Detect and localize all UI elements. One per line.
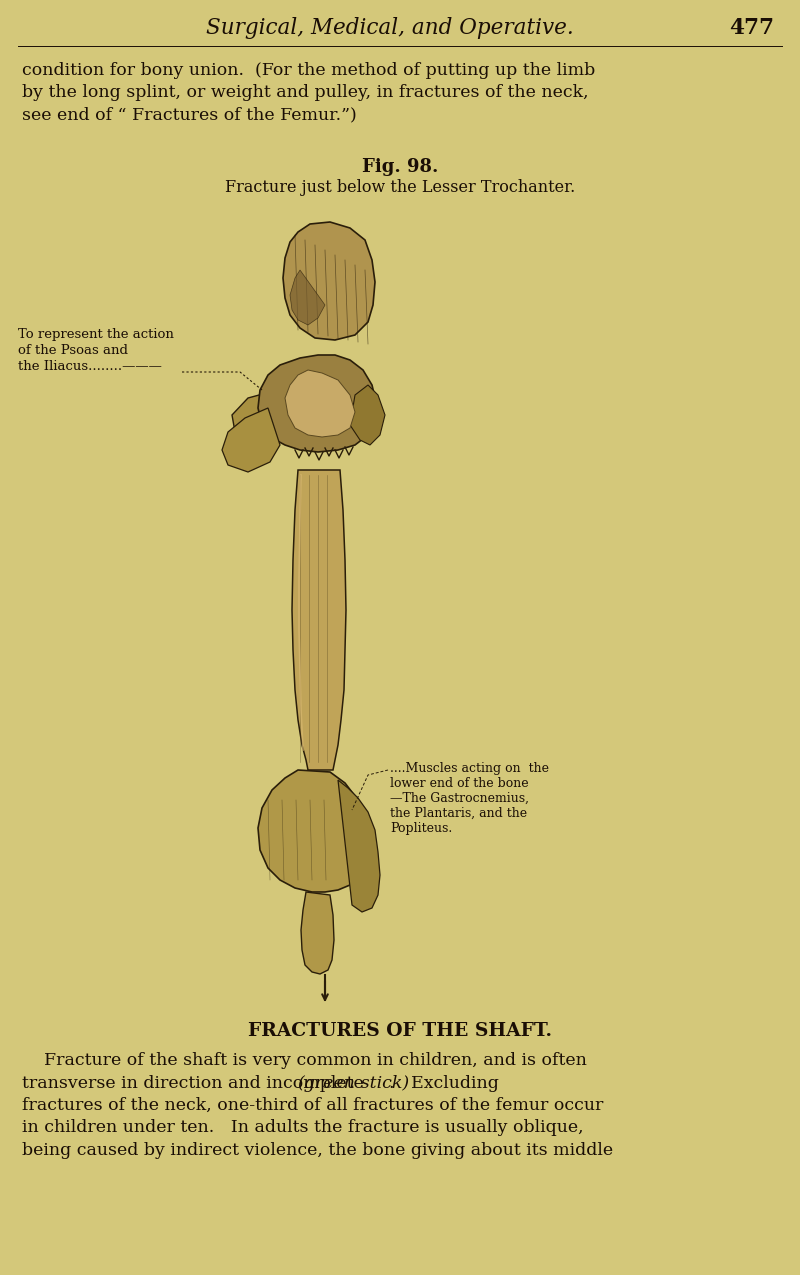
Text: Surgical, Medical, and Operative.: Surgical, Medical, and Operative. — [206, 17, 574, 40]
Polygon shape — [285, 370, 355, 437]
Polygon shape — [350, 385, 385, 445]
Text: the Iliacus........———: the Iliacus........——— — [18, 360, 162, 374]
Text: the Plantaris, and the: the Plantaris, and the — [390, 807, 527, 820]
Text: —The Gastrocnemius,: —The Gastrocnemius, — [390, 792, 529, 805]
Polygon shape — [292, 470, 346, 770]
Text: see end of “ Fractures of the Femur.”): see end of “ Fractures of the Femur.”) — [22, 106, 357, 122]
Polygon shape — [258, 354, 376, 453]
Text: lower end of the bone: lower end of the bone — [390, 776, 529, 790]
Text: by the long splint, or weight and pulley, in fractures of the neck,: by the long splint, or weight and pulley… — [22, 84, 589, 101]
Text: ....Muscles acting on  the: ....Muscles acting on the — [390, 762, 549, 775]
Text: Fracture of the shaft is very common in children, and is often: Fracture of the shaft is very common in … — [22, 1052, 587, 1068]
Text: Fig. 98.: Fig. 98. — [362, 158, 438, 176]
Text: Popliteus.: Popliteus. — [390, 822, 452, 835]
Polygon shape — [301, 892, 334, 974]
Text: .   Excluding: . Excluding — [389, 1075, 498, 1091]
Text: Fracture just below the Lesser Trochanter.: Fracture just below the Lesser Trochante… — [225, 179, 575, 196]
Text: fractures of the neck, one-third of all fractures of the femur occur: fractures of the neck, one-third of all … — [22, 1096, 603, 1114]
Text: FRACTURES OF THE SHAFT.: FRACTURES OF THE SHAFT. — [248, 1023, 552, 1040]
Polygon shape — [258, 770, 372, 892]
Text: To represent the action: To represent the action — [18, 328, 174, 340]
Text: of the Psoas and: of the Psoas and — [18, 344, 128, 357]
Polygon shape — [290, 270, 325, 325]
Text: 477: 477 — [730, 17, 774, 40]
Text: (green-stick): (green-stick) — [297, 1075, 409, 1091]
Polygon shape — [338, 780, 380, 912]
Polygon shape — [232, 388, 292, 439]
Text: being caused by indirect violence, the bone giving about its middle: being caused by indirect violence, the b… — [22, 1142, 613, 1159]
Polygon shape — [283, 222, 375, 340]
Text: transverse in direction and incomplete: transverse in direction and incomplete — [22, 1075, 370, 1091]
Text: in children under ten.   In adults the fracture is usually oblique,: in children under ten. In adults the fra… — [22, 1119, 584, 1136]
Polygon shape — [222, 408, 280, 472]
Text: condition for bony union.  (For the method of putting up the limb: condition for bony union. (For the metho… — [22, 62, 595, 79]
